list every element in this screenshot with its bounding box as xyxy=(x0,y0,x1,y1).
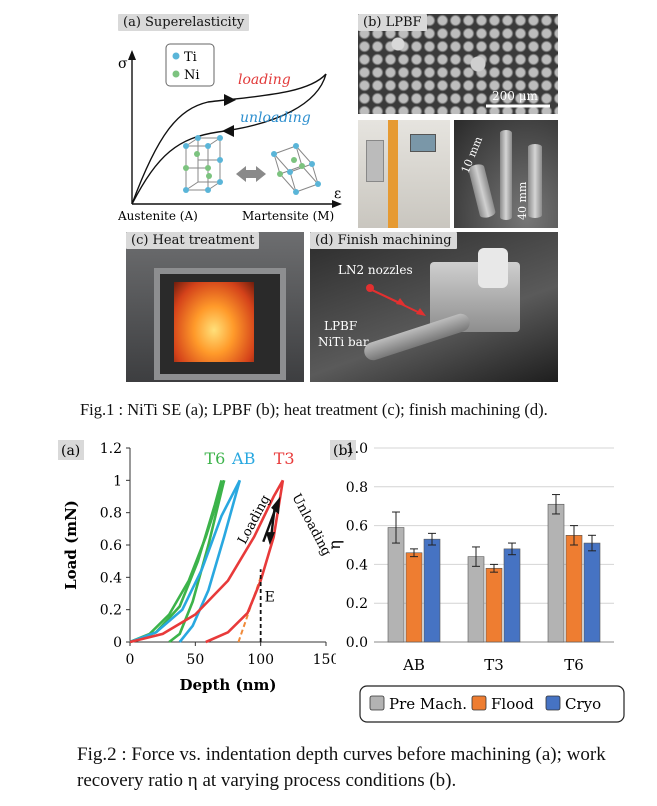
legend-label: Pre Mach. xyxy=(389,695,467,713)
y-tick-label: 0.4 xyxy=(100,570,122,586)
legend-ti: Ti xyxy=(184,50,197,65)
bar-T6-cryo xyxy=(583,542,601,643)
series-AB-loading xyxy=(129,479,241,644)
bar-T3-premach xyxy=(467,556,485,643)
lpbf-bar-label-1: LPBF xyxy=(324,319,357,333)
category-label: AB xyxy=(402,656,425,674)
series-T6-loading xyxy=(129,479,226,644)
superelasticity-diagram: Ti Ni σ ε loading unloading Austenite (A… xyxy=(118,43,342,223)
series-label-T3: T3 xyxy=(274,449,295,468)
series-label-AB: AB xyxy=(231,449,255,468)
y-tick-label: 0.4 xyxy=(346,557,368,573)
panel-a-label: (a) Superelasticity xyxy=(118,14,250,31)
martensite-label: Martensite (M) xyxy=(242,209,334,223)
scale-bar: 200 μm xyxy=(486,89,550,108)
y-tick-label: 1.2 xyxy=(100,441,122,457)
sigma-symbol: σ xyxy=(118,56,128,72)
y-tick-label: 0.2 xyxy=(346,596,368,612)
austenite-lattice xyxy=(185,137,221,191)
chart-a-panel-label: (a) xyxy=(58,440,84,460)
lpbf-machine-photo xyxy=(358,120,450,228)
unloading-arrowhead xyxy=(265,532,276,545)
bar-AB-flood xyxy=(405,552,423,643)
niti-bars-photo: 10 mm 40 mm xyxy=(454,120,558,228)
x-tick-label: 100 xyxy=(247,652,274,668)
y-tick-label: 0.8 xyxy=(346,480,368,496)
legend-label: Flood xyxy=(491,695,534,713)
panel-b-label: (b) LPBF xyxy=(358,14,427,31)
x-tick-label: 0 xyxy=(126,652,135,668)
svg-text:(b): (b) xyxy=(333,443,353,459)
y-tick-label: 1.0 xyxy=(346,441,368,457)
unloading-label: unloading xyxy=(240,110,311,126)
dim-10mm: 10 mm xyxy=(459,134,486,175)
lpbf-bar-label-2: NiTi bar xyxy=(318,335,369,349)
unloading-arrow xyxy=(269,504,277,538)
bar-T3-flood xyxy=(485,567,503,643)
annotation-unloading: Unloading xyxy=(288,491,333,558)
fig1-panel-a: (a) Superelasticity xyxy=(118,14,348,226)
dim-40mm: 40 mm xyxy=(516,181,529,220)
bar-T6-flood xyxy=(565,535,583,643)
annotation-e: E xyxy=(265,590,275,606)
fig2-caption-line2: recovery ratio η at varying process cond… xyxy=(77,770,457,791)
furnace-photo xyxy=(154,268,286,380)
category-label: T3 xyxy=(484,656,504,674)
chart-a-x-label: Depth (nm) xyxy=(179,676,276,694)
y-tick-label: 0.8 xyxy=(100,506,122,522)
series-T6-loading xyxy=(129,479,223,644)
series-AB-unloading xyxy=(178,479,242,643)
fig1-panel-c: (c) Heat treatment xyxy=(126,232,304,382)
x-tick-label: 150 xyxy=(313,652,336,668)
chart-a-y-label: Load (mN) xyxy=(62,500,80,590)
legend-label: Cryo xyxy=(565,695,601,713)
ln2-nozzles-label: LN2 nozzles xyxy=(338,263,413,277)
fig2-caption-line1: Fig.2 : Force vs. indentation depth curv… xyxy=(77,744,606,765)
y-tick-label: 0.2 xyxy=(100,603,122,619)
y-tick-label: 0.6 xyxy=(346,519,368,535)
series-T6-unloading xyxy=(168,479,226,644)
epsilon-symbol: ε xyxy=(334,186,341,202)
svg-text:200 μm: 200 μm xyxy=(492,89,539,103)
fig1-panel-d: (d) Finish machining LN2 nozzles LPBF Ni… xyxy=(310,232,558,382)
loading-label: loading xyxy=(238,72,291,88)
legend-ni: Ni xyxy=(184,68,200,83)
austenite-label: Austenite (A) xyxy=(118,209,198,223)
panel-c-label: (c) Heat treatment xyxy=(126,232,260,249)
fig2b-eta-bar-chart: (b) 0.0 0.2 0.4 0.6 0.8 1.0 η AB T3 T6 Pre Mach. Flo… xyxy=(330,440,625,723)
y-tick-label: 0 xyxy=(113,635,122,651)
legend-swatch xyxy=(369,695,385,711)
series-T3-loading xyxy=(129,479,285,644)
fig2a-load-depth-chart: (a) 0 0.2 0.4 0.6 0.8 1 1.2 0 50 100 150 Depth (nm) L… xyxy=(58,440,336,694)
bar-AB-premach xyxy=(387,527,405,643)
y-tick-label: 1 xyxy=(113,473,122,489)
legend-swatch xyxy=(471,695,487,711)
x-tick-label: 50 xyxy=(186,652,204,668)
category-label: T6 xyxy=(564,656,584,674)
bar-T6-premach xyxy=(547,503,565,643)
legend-swatch xyxy=(545,695,561,711)
series-label-T6: T6 xyxy=(205,449,226,468)
chart-b-panel-label: (b) xyxy=(330,440,356,460)
bar-T3-cryo xyxy=(503,548,521,643)
series-T3-unloading xyxy=(205,480,285,644)
panel-d-label: (d) Finish machining xyxy=(310,232,457,249)
fig1-caption: Fig.1 : NiTi SE (a); LPBF (b); heat trea… xyxy=(80,400,548,419)
chart-b-y-label: η xyxy=(330,540,344,550)
bar-AB-cryo xyxy=(423,538,441,643)
svg-text:(a): (a) xyxy=(61,443,80,459)
martensite-lattice xyxy=(273,145,319,193)
chart-b-legend: Pre Mach. Flood Cryo xyxy=(359,685,625,723)
fig1-panel-b: (b) LPBF 200 μm 10 mm 40 mm xyxy=(358,14,558,228)
y-tick-label: 0.0 xyxy=(346,635,368,651)
y-tick-label: 0.6 xyxy=(100,538,122,554)
